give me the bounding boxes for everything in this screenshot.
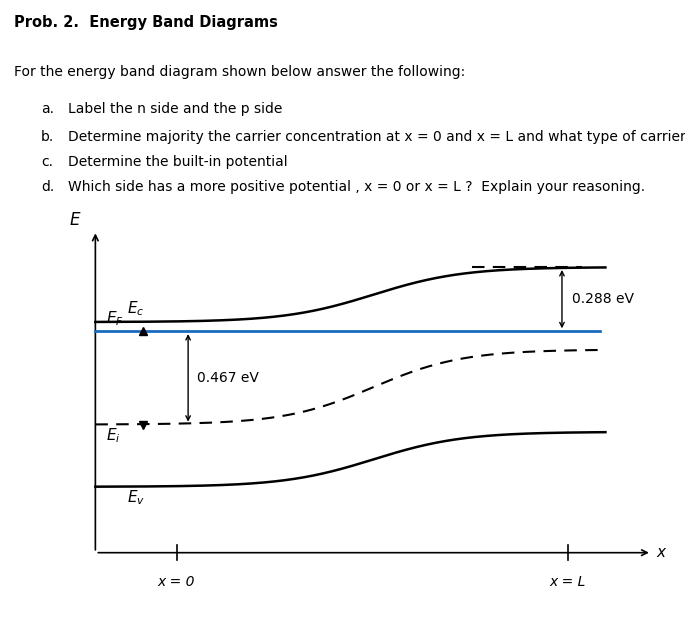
Text: Which side has a more positive potential , x = 0 or x = L ?  Explain your reason: Which side has a more positive potential… <box>68 180 646 194</box>
Text: E: E <box>70 211 80 229</box>
Text: For the energy band diagram shown below answer the following:: For the energy band diagram shown below … <box>14 65 465 79</box>
Text: Prob. 2.  Energy Band Diagrams: Prob. 2. Energy Band Diagrams <box>14 16 277 30</box>
Text: Determine the built-in potential: Determine the built-in potential <box>68 155 288 169</box>
Text: $E_F$: $E_F$ <box>105 309 124 328</box>
Text: 0.467 eV: 0.467 eV <box>197 371 259 385</box>
Text: x = L: x = L <box>549 575 586 588</box>
Text: d.: d. <box>41 180 54 194</box>
Text: $E_i$: $E_i$ <box>105 427 121 445</box>
Text: c.: c. <box>41 155 53 169</box>
Text: a.: a. <box>41 102 54 117</box>
Text: Label the n side and the p side: Label the n side and the p side <box>68 102 283 117</box>
Text: b.: b. <box>41 130 54 144</box>
Text: 0.288 eV: 0.288 eV <box>573 292 634 306</box>
Text: Determine majority the carrier concentration at x = 0 and x = L and what type of: Determine majority the carrier concentra… <box>68 130 685 144</box>
Text: x = 0: x = 0 <box>158 575 195 588</box>
Text: $E_c$: $E_c$ <box>127 299 145 319</box>
Text: $E_v$: $E_v$ <box>127 489 145 507</box>
Text: x: x <box>656 545 665 560</box>
